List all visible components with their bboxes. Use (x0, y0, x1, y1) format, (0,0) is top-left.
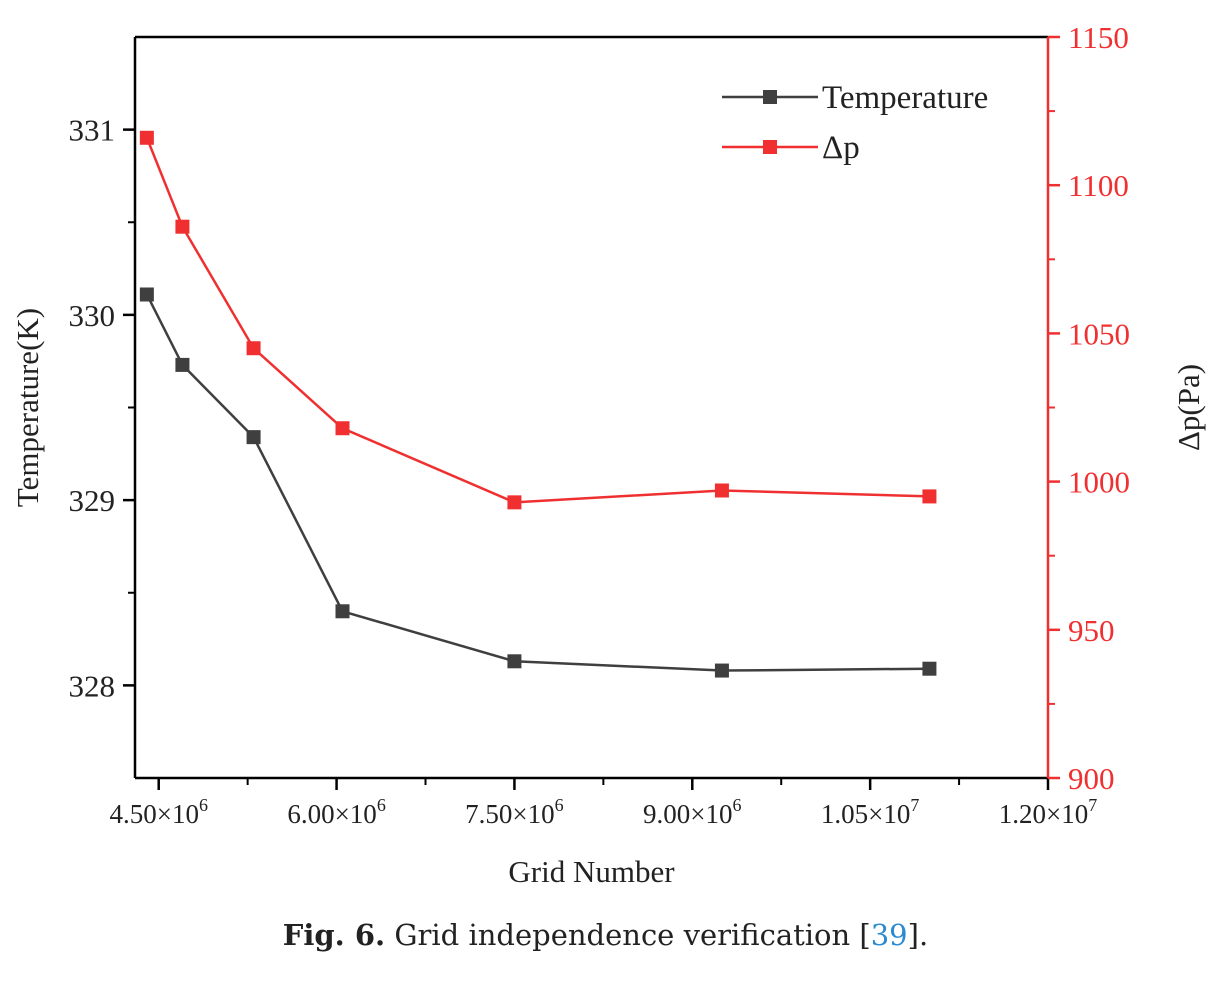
x-tick-exponent: 6 (733, 795, 742, 815)
caption-end: ]. (907, 918, 929, 952)
x-tick-label: 6.00×106 (287, 795, 385, 829)
series-line (145, 293, 930, 672)
series-point (246, 341, 261, 356)
legend-label: Δp (822, 130, 860, 166)
right-y-tick-label: 1050 (1068, 316, 1130, 351)
left-y-tick-label: 330 (69, 298, 116, 333)
x-tick-label: 7.50×106 (465, 795, 563, 829)
caption-text: Grid independence verification [ (385, 918, 871, 952)
x-tick-exponent: 7 (910, 795, 919, 815)
series-point (335, 604, 350, 619)
series-point (922, 489, 937, 504)
series-point (246, 430, 261, 445)
series-point (507, 495, 522, 510)
x-tick-label: 4.50×106 (109, 795, 207, 829)
left-y-tick-label: 329 (69, 483, 116, 518)
right-y-axis-title: Δp(Pa) (1171, 364, 1206, 451)
x-tick-exponent: 6 (555, 795, 564, 815)
series-point (139, 130, 154, 145)
x-tick-label: 1.20×107 (999, 795, 1097, 829)
x-tick-label: 9.00×106 (643, 795, 741, 829)
left-y-axis-title: Temperature(K) (10, 308, 45, 507)
series-point (139, 287, 154, 302)
series-point (335, 421, 350, 436)
x-tick-exponent: 6 (377, 795, 386, 815)
series-point (714, 663, 729, 678)
right-y-tick-label: 950 (1068, 613, 1115, 648)
caption-reference[interactable]: 39 (870, 918, 908, 952)
legend-marker (763, 90, 777, 104)
legend-label: Temperature (822, 80, 988, 116)
right-y-tick-label: 900 (1068, 761, 1115, 796)
x-tick-exponent: 6 (199, 795, 208, 815)
figure-caption: Fig. 6. Grid independence verification [… (0, 918, 1211, 952)
series-point (714, 483, 729, 498)
series-point (507, 654, 522, 669)
series-point (922, 661, 937, 676)
series-line (145, 137, 930, 504)
left-y-tick-label: 328 (69, 668, 116, 703)
x-axis-title: Grid Number (508, 854, 675, 889)
right-y-tick-label: 1150 (1068, 20, 1129, 55)
chart: 4.50×106 6.00×106 7.50×106 9.00×106 1.05×107… (10, 20, 1206, 889)
x-tick-exponent: 7 (1088, 795, 1097, 815)
legend-marker (763, 140, 777, 154)
x-tick-label: 1.05×107 (821, 795, 919, 829)
right-y-tick-label: 1100 (1068, 168, 1129, 203)
series-point (175, 357, 190, 372)
right-y-tick-label: 1000 (1068, 465, 1130, 500)
left-y-tick-label: 331 (69, 113, 116, 148)
caption-label: Fig. 6. (282, 918, 386, 952)
series-point (175, 219, 190, 234)
